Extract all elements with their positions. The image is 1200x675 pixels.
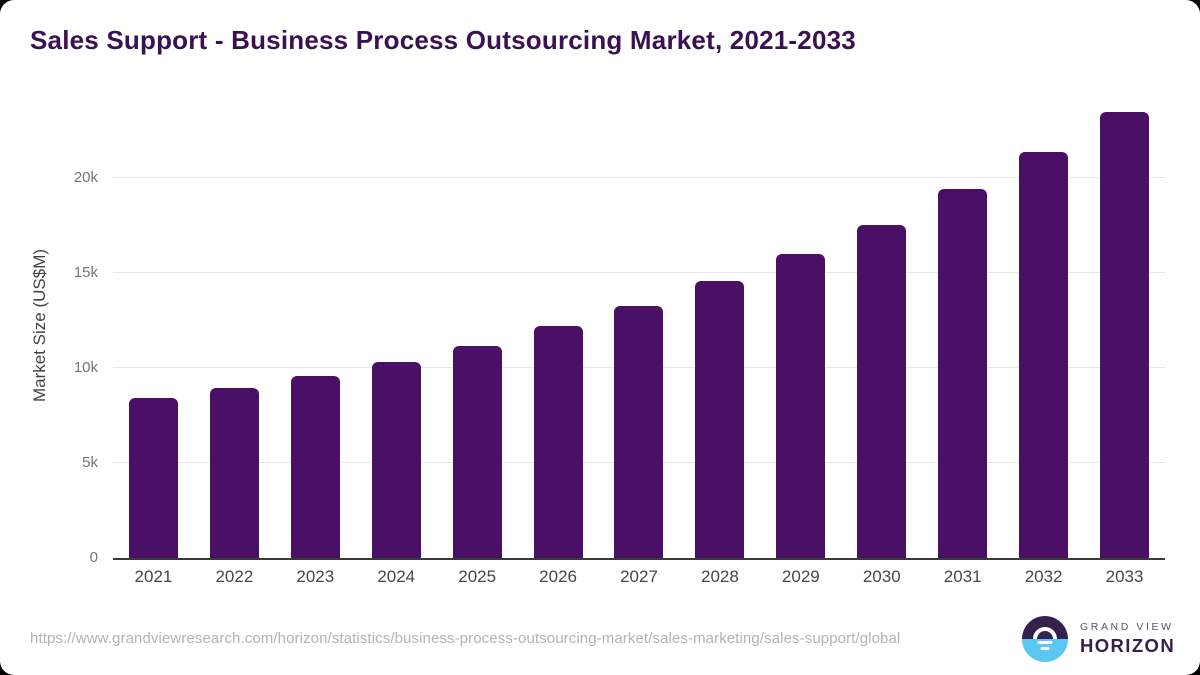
plot-area (113, 108, 1165, 560)
sunset-horizon-icon (1022, 616, 1068, 662)
bar-slot-2023 (275, 108, 356, 558)
bar-2031[interactable] (938, 189, 988, 558)
x-tick-label-2024: 2024 (377, 567, 416, 586)
chart-title: Sales Support - Business Process Outsour… (30, 25, 856, 55)
bar-slot-2030 (841, 108, 922, 558)
bar-slot-2021 (113, 108, 194, 558)
bar-series (113, 108, 1165, 558)
y-tick-label: 5k (82, 454, 98, 471)
logo-text-horizon: HORIZON (1080, 635, 1176, 656)
bar-2030[interactable] (857, 224, 907, 558)
x-tick-label-2027: 2027 (620, 567, 658, 586)
bar-2024[interactable] (371, 362, 421, 558)
logo-wordmark: GRAND VIEW HORIZON (1080, 621, 1175, 657)
bar-2025[interactable] (452, 346, 502, 558)
x-tick-label-2031: 2031 (943, 567, 982, 586)
grand-view-horizon-logo: GRAND VIEW HORIZON (1022, 616, 1175, 662)
bar-slot-2026 (518, 108, 599, 558)
y-tick-label: 15k (73, 264, 98, 281)
x-axis-tick-labels: 2021 2022 2023 2024 2025 2026 2027 2028 2029 2030… (113, 567, 1165, 587)
y-tick-label: 20k (73, 169, 98, 186)
y-tick-label: 0 (89, 549, 98, 566)
bar-slot-2033 (1084, 108, 1165, 558)
bar-2026[interactable] (533, 326, 583, 558)
bar-slot-2031 (922, 108, 1003, 558)
bar-slot-2029 (760, 108, 841, 558)
x-tick-label-2021: 2021 (134, 567, 173, 586)
logo-text-grand-view: GRAND VIEW (1080, 621, 1174, 633)
sun-dome-shape (1033, 627, 1057, 639)
gridline-15k (113, 272, 1165, 273)
bar-slot-2022 (194, 108, 275, 558)
bar-2022[interactable] (209, 387, 259, 558)
x-tick-label-2022: 2022 (215, 567, 254, 586)
x-tick-label-2033: 2033 (1105, 567, 1144, 586)
bar-slot-2028 (679, 108, 760, 558)
bar-2032[interactable] (1019, 152, 1069, 558)
bar-slot-2027 (599, 108, 680, 558)
bar-2028[interactable] (695, 280, 745, 558)
bar-2033[interactable] (1100, 111, 1150, 558)
horizon-dash-2 (1040, 647, 1050, 650)
bar-2021[interactable] (128, 398, 178, 558)
bar-slot-2032 (1003, 108, 1084, 558)
y-axis-tick-labels: 0 5k 10k 15k 20k (0, 108, 98, 566)
horizon-dash-1 (1037, 641, 1053, 644)
bar-slot-2025 (437, 108, 518, 558)
x-tick-label-2032: 2032 (1024, 567, 1063, 586)
x-tick-label-2029: 2029 (781, 567, 820, 586)
source-url-text: https://www.grandviewresearch.com/horizo… (30, 630, 901, 647)
gridline-20k (113, 177, 1165, 178)
bar-2029[interactable] (776, 254, 826, 558)
x-tick-label-2023: 2023 (296, 567, 335, 586)
bar-2027[interactable] (614, 306, 664, 558)
x-tick-label-2026: 2026 (539, 567, 577, 586)
x-tick-label-2030: 2030 (862, 567, 901, 586)
bar-slot-2024 (356, 108, 437, 558)
x-tick-label-2025: 2025 (458, 567, 497, 586)
x-tick-label-2028: 2028 (701, 567, 739, 586)
bar-2023[interactable] (290, 375, 340, 558)
y-tick-label: 10k (73, 359, 98, 376)
